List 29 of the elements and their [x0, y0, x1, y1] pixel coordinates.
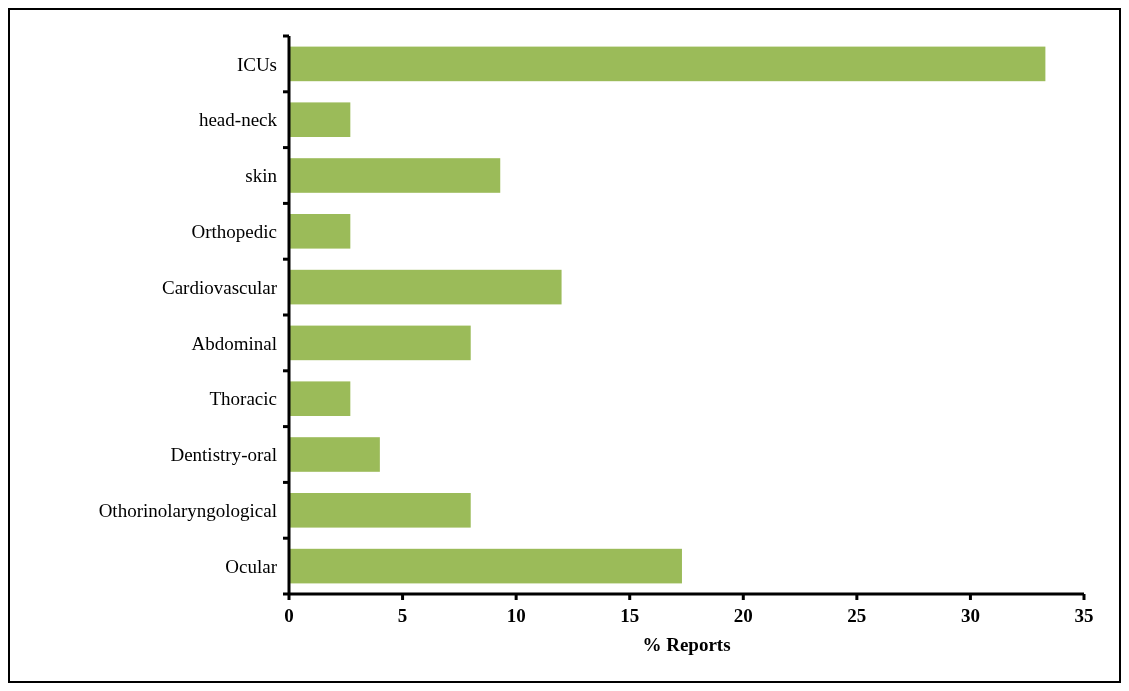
bar [289, 214, 351, 249]
x-tick-label: 35 [1074, 605, 1094, 626]
y-tick-label: Dentistry-oral [170, 444, 277, 466]
y-tick-label: Othorinolaryngological [98, 499, 277, 521]
bar [289, 548, 682, 584]
x-tick-label: 5 [397, 605, 408, 626]
y-tick-label: Orthopedic [191, 220, 277, 242]
x-tick-label: 15 [620, 605, 640, 626]
bar [289, 46, 1046, 82]
y-tick-label: Ocular [225, 555, 278, 577]
x-axis-title: % Reports [642, 634, 731, 655]
y-tick-label: head-neck [198, 109, 278, 131]
y-tick-label: Cardiovascular [161, 276, 278, 298]
y-tick-label: skin [245, 165, 278, 187]
y-tick-label: ICUs [236, 53, 277, 75]
x-tick-label: 30 [960, 605, 980, 626]
x-tick-label: 0 [284, 605, 294, 626]
x-tick-label: 20 [733, 605, 753, 626]
x-tick-label: 25 [847, 605, 867, 626]
bar [289, 158, 501, 193]
y-tick-label: Abdominal [191, 332, 277, 354]
bar [289, 437, 380, 472]
bar [289, 493, 471, 528]
y-tick-label: Thoracic [209, 388, 277, 410]
bar [289, 269, 562, 305]
x-tick-label: 10 [506, 605, 526, 626]
bar [289, 325, 471, 361]
bar [289, 102, 351, 137]
bar [289, 381, 351, 416]
